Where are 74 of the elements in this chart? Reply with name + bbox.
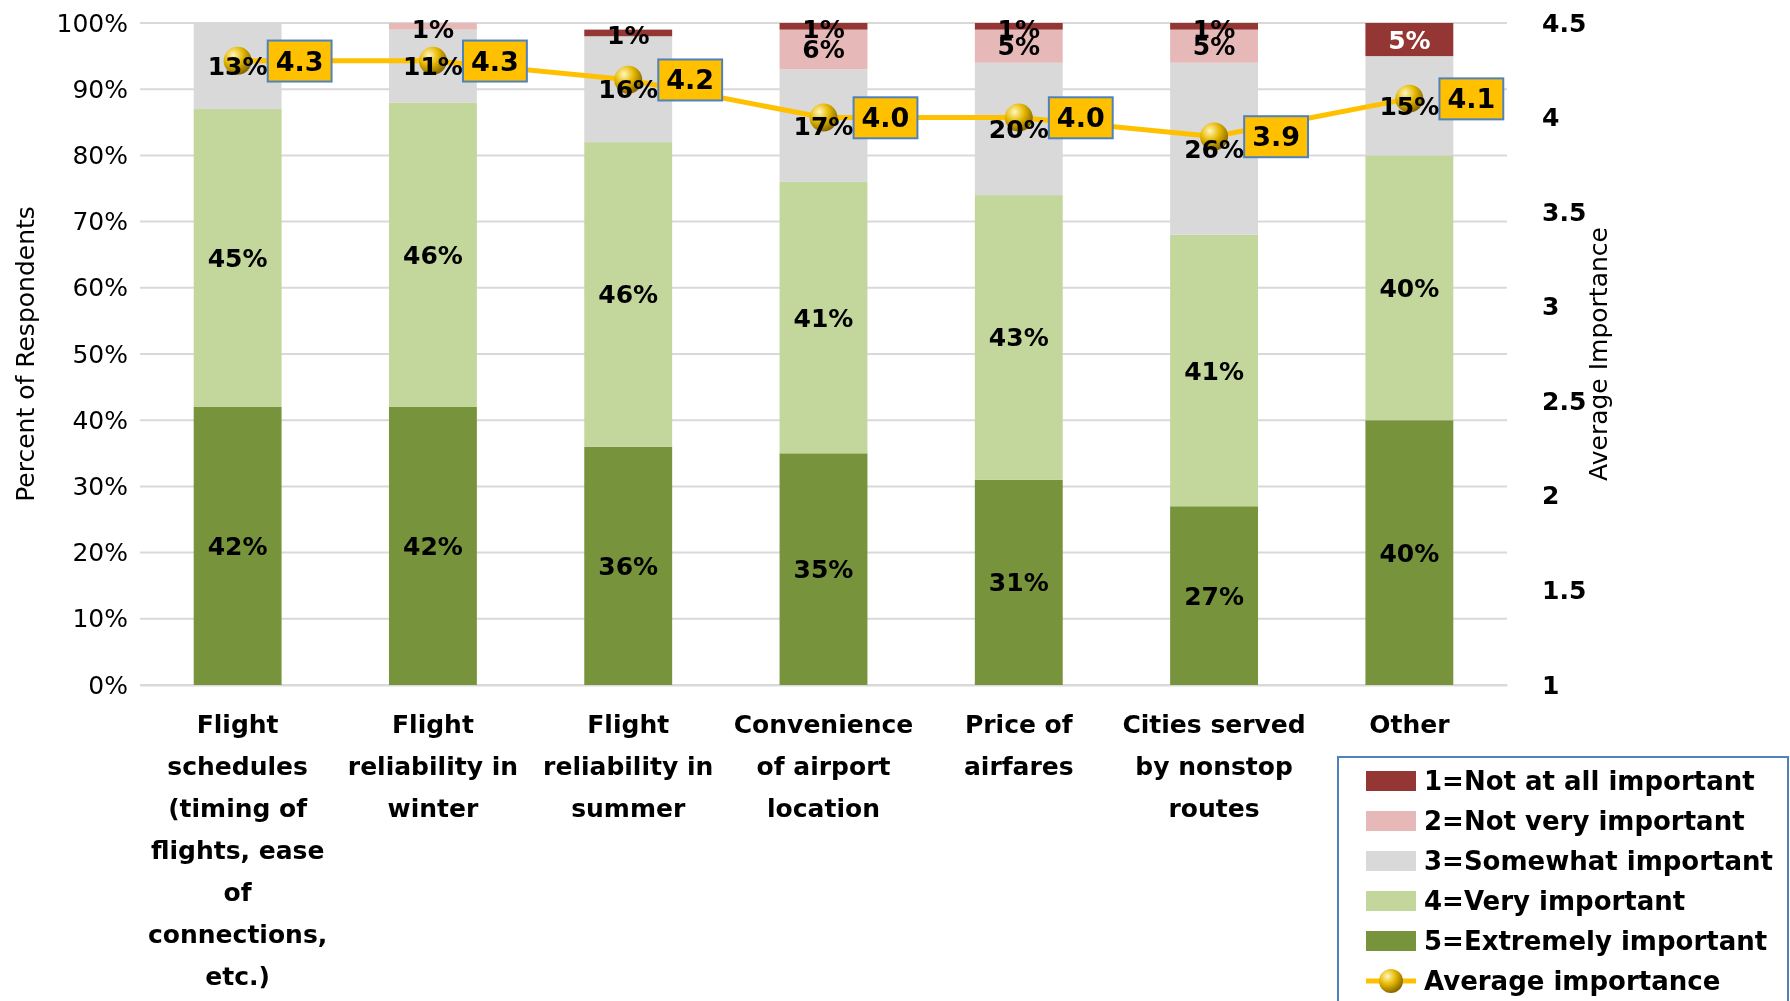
- y-tick-label: 0%: [88, 670, 128, 700]
- data-label: 42%: [403, 531, 463, 561]
- data-label: 27%: [1184, 581, 1244, 611]
- x-tick-label: Cities served by nonstop routes: [1122, 709, 1306, 823]
- legend-label: 5=Extremely important: [1424, 926, 1768, 957]
- y2-tick-label: 1: [1542, 670, 1560, 700]
- data-label: 41%: [793, 303, 854, 333]
- y-tick-label: 10%: [72, 604, 128, 634]
- legend-label: 1=Not at all important: [1424, 766, 1755, 797]
- bar: [1170, 506, 1259, 685]
- data-label: 46%: [598, 280, 659, 310]
- bar: [974, 195, 1063, 480]
- data-label: 41%: [1184, 356, 1244, 386]
- bar: [193, 109, 282, 407]
- bar: [1365, 420, 1454, 685]
- legend-label: 2=Not very important: [1424, 806, 1745, 837]
- data-label: 45%: [207, 244, 268, 274]
- bar: [584, 446, 673, 685]
- legend-label: Average importance: [1424, 966, 1721, 997]
- data-label: 4.3: [275, 45, 324, 77]
- data-label: 5%: [1388, 25, 1431, 55]
- y-tick-label: 70%: [72, 207, 128, 237]
- data-label: 4.0: [861, 102, 910, 134]
- y-tick-label: 20%: [72, 538, 128, 568]
- y-tick-label: 100%: [56, 8, 128, 38]
- y-tick-label: 50%: [72, 339, 128, 369]
- x-tick-label: Flight reliability in summer: [543, 709, 714, 823]
- y2-tick-label: 3.5: [1542, 197, 1587, 227]
- data-label: 26%: [1184, 134, 1244, 164]
- data-label: 35%: [793, 555, 854, 585]
- data-label: 40%: [1379, 273, 1440, 303]
- data-label: 3.9: [1252, 121, 1300, 153]
- y-tick-label: 90%: [72, 74, 128, 104]
- y2-tick-label: 4.5: [1542, 8, 1587, 38]
- data-label: 17%: [793, 111, 854, 141]
- y-tick-label: 30%: [72, 471, 128, 501]
- data-label: 40%: [1379, 538, 1440, 568]
- data-label: 31%: [988, 568, 1049, 598]
- data-label: 43%: [988, 323, 1049, 353]
- data-label: 46%: [403, 240, 463, 270]
- y2-axis-title: Average Importance: [1584, 227, 1613, 481]
- x-tick-label: Other: [1369, 709, 1451, 739]
- data-label: 42%: [207, 531, 268, 561]
- y-axis-title: Percent of Respondents: [11, 206, 40, 502]
- y-tick-label: 40%: [72, 405, 128, 435]
- bar: [1365, 155, 1454, 421]
- y2-tick-label: 2.5: [1542, 386, 1587, 416]
- data-label: 4.1: [1447, 83, 1496, 115]
- bar: [779, 453, 868, 685]
- x-tick-label: Convenience of airport location: [733, 709, 914, 823]
- data-label: 1%: [411, 14, 455, 44]
- data-label: 4.2: [666, 64, 715, 96]
- y2-tick-label: 1.5: [1542, 575, 1587, 605]
- data-label: 20%: [988, 114, 1049, 144]
- data-label: 36%: [598, 551, 659, 581]
- bar: [193, 406, 282, 685]
- bar: [779, 181, 868, 454]
- y-tick-label: 60%: [72, 273, 128, 303]
- x-tick-label: Price of airfares: [963, 709, 1074, 781]
- data-label: 4.0: [1056, 102, 1105, 134]
- bar: [584, 142, 673, 447]
- bar: [388, 406, 477, 685]
- legend-label: 4=Very important: [1424, 886, 1686, 917]
- y2-tick-label: 2: [1542, 481, 1560, 511]
- bar: [974, 479, 1063, 685]
- bar: [388, 102, 477, 407]
- x-tick-label: Flight schedules (timing of flights, ease of connections, etc.): [148, 709, 328, 991]
- data-label: 4.3: [471, 45, 519, 77]
- legend-label: 3=Somewhat important: [1424, 846, 1773, 877]
- y2-tick-label: 3: [1542, 292, 1560, 322]
- x-tick-label: Flight reliability in winter: [347, 709, 519, 823]
- y-tick-label: 80%: [72, 140, 128, 170]
- bar: [1170, 234, 1259, 507]
- y2-tick-label: 4: [1542, 103, 1560, 133]
